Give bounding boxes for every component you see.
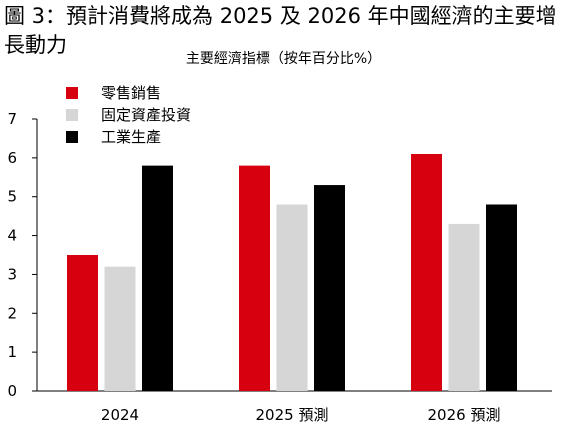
x-tick-label: 2026 預測 [428,406,501,424]
bar-industrial [142,165,173,391]
x-tick-label: 2024 [101,406,139,424]
legend: 零售銷售 固定資產投資 工業生產 [66,82,191,148]
bar-investment [448,223,480,391]
bar-retail [239,165,270,391]
x-tick-label: 2025 預測 [256,406,329,424]
bar-industrial [314,185,345,391]
legend-swatch-retail [66,87,78,99]
legend-item-investment: 固定資產投資 [66,104,191,126]
bar-investment [104,266,136,391]
y-tick-label: 5 [7,188,17,206]
bar-retail [411,153,442,391]
y-tick-label: 4 [7,227,17,245]
bar-retail [67,255,98,391]
legend-swatch-industrial [66,131,78,143]
legend-label-industrial: 工業生產 [101,128,162,146]
bar-investment [276,204,308,391]
legend-swatch-investment [66,109,78,121]
y-tick-label: 7 [7,110,17,128]
y-tick-label: 6 [7,149,17,167]
legend-item-industrial: 工業生產 [66,126,191,148]
legend-label-investment: 固定資產投資 [101,106,192,124]
bar-industrial [486,204,517,391]
y-tick-label: 0 [7,382,17,400]
y-tick-label: 3 [7,265,17,283]
y-tick-label: 2 [7,304,17,322]
y-tick-label: 1 [7,343,17,361]
legend-label-retail: 零售銷售 [101,84,162,102]
figure-title: 圖 3：預計消費將成為 2025 及 2026 年中國經濟的主要增長動力 [4,4,557,57]
chart-title: 主要經濟指標（按年百分比%） [185,51,382,67]
legend-item-retail: 零售銷售 [66,82,191,104]
